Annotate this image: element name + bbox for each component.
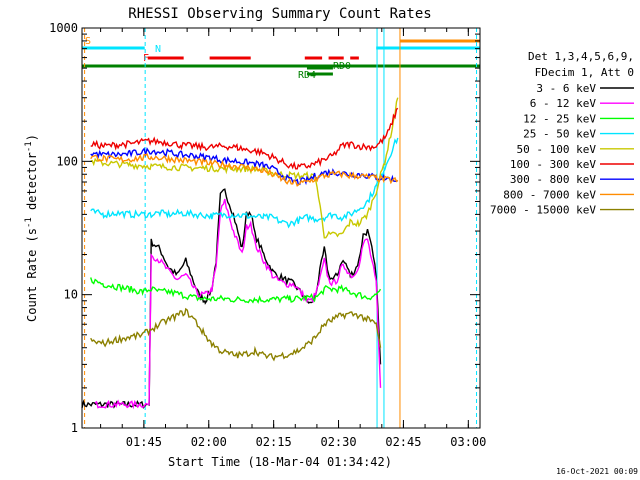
timestamp: 16-Oct-2021 00:09 [556, 467, 638, 476]
legend-label-5: 100 - 300 keV [510, 158, 596, 171]
y-axis-label-sup2: -1 [24, 141, 34, 152]
flag-label-n: N [155, 44, 161, 55]
y-axis-label-main: Count Rate (s [25, 228, 39, 322]
legend-label-8: 7000 - 15000 keV [490, 204, 596, 217]
y-axis-label-mid: detector [25, 152, 39, 217]
series-line-7 [90, 153, 399, 187]
plot-frame [81, 27, 481, 429]
x-tick-label: 03:00 [450, 435, 486, 449]
series-line-4 [90, 97, 399, 239]
legend: 3 - 6 keV 6 - 12 keV 12 - 25 keV 25 - 50 ke… [490, 82, 634, 217]
x-tick-label: 01:45 [126, 435, 162, 449]
series-line-6 [90, 147, 399, 186]
series-layer [81, 97, 399, 410]
y-axis-label-end: ) [25, 134, 39, 141]
flag-bars-layer: S NF RD0 RD4 [82, 36, 480, 81]
y-tick-label: 1000 [49, 21, 78, 35]
x-tick-label: 02:30 [320, 435, 356, 449]
flag-label-f: F [143, 53, 149, 64]
x-tick-label: 02:15 [256, 435, 292, 449]
x-axis-label: Start Time (18-Mar-04 01:34:42) [168, 455, 392, 469]
series-line-5 [90, 107, 399, 170]
legend-label-7: 800 - 7000 keV [503, 188, 596, 201]
legend-label-4: 50 - 100 keV [517, 143, 597, 156]
series-line-1 [94, 198, 382, 410]
legend-label-3: 25 - 50 keV [523, 128, 596, 141]
y-tick-label: 1 [71, 421, 78, 435]
series-line-8 [90, 307, 382, 362]
legend-label-2: 12 - 25 keV [523, 112, 596, 125]
y-axis-label: Count Rate (s-1 detector-1) [24, 134, 39, 322]
chart-title: RHESSI Observing Summary Count Rates [128, 6, 431, 22]
legend-label-1: 6 - 12 keV [530, 97, 597, 110]
y-axis-label-sup1: -1 [24, 217, 34, 228]
series-line-3 [90, 137, 399, 229]
legend-header-line1: Det 1,3,4,5,6,9, [528, 50, 634, 63]
x-tick-label: 02:45 [385, 435, 421, 449]
y-tick-label: 100 [56, 154, 78, 168]
flag-label-rd4: RD4 [298, 70, 316, 81]
flag-label-s: S [85, 36, 91, 47]
flag-label-rd0: RD0 [333, 61, 351, 72]
axes-layer: 01:45 02:00 02:15 02:30 02:45 03:00 1 10 100 1000 [49, 21, 486, 449]
legend-header-line2: FDecim 1, Att 0 [535, 66, 634, 79]
legend-label-0: 3 - 6 keV [536, 82, 596, 95]
event-lines-layer [84, 28, 478, 428]
series-line-2 [90, 277, 382, 304]
x-tick-label: 02:00 [191, 435, 227, 449]
legend-label-6: 300 - 800 keV [510, 173, 596, 186]
y-tick-label: 10 [64, 288, 78, 302]
series-line-0 [81, 188, 382, 409]
